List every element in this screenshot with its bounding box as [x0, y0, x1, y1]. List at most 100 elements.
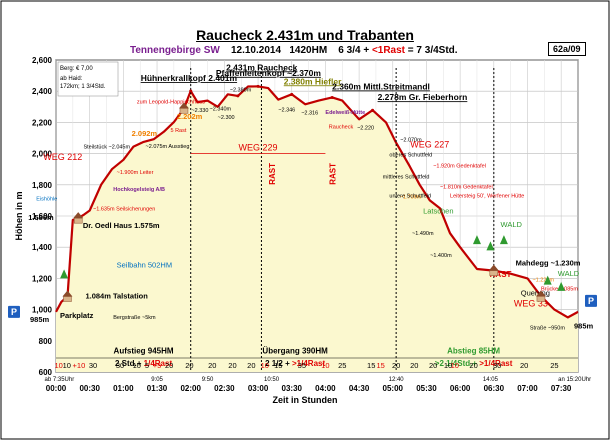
section-title: Aufstieg 945HM — [114, 346, 174, 355]
waypoint-label: 2.092m — [132, 129, 158, 138]
section-detail: 2 Std.+ 1/4Rast — [115, 359, 172, 368]
x-tick-label: 02:00 — [180, 384, 201, 393]
waypoint-label: ~2.075m Ausstieg — [146, 144, 190, 150]
section-detail-b: 1/4Rast — [144, 359, 173, 368]
segment-minutes-label: 10 — [55, 361, 63, 370]
segment-minutes-label: 10 — [444, 361, 452, 370]
summit-label: 2.431m Raucheck — [226, 62, 298, 72]
summit-point — [256, 84, 260, 88]
segment-minutes-label: 20 — [185, 361, 193, 370]
section-detail-b: >1/4Rast — [292, 359, 325, 368]
note-label: ~1.810m Gedenktafel — [440, 185, 493, 191]
x-tick-label: 01:00 — [113, 384, 134, 393]
waypoint-label: ~2.330 — [191, 108, 208, 114]
clock-time-label: ab 7:35Uhr — [45, 377, 75, 383]
segment-minutes-label: 35 — [298, 361, 306, 370]
subtitle-hm: 1420HM — [289, 45, 328, 56]
waypoint-label: Dr. Oedl Haus 1.575m — [83, 221, 160, 230]
subtitle-time-b: <1Rast — [371, 45, 406, 56]
y-tick-label: 2,600 — [32, 56, 53, 65]
waypoint-label: 1.586m — [28, 213, 54, 222]
waypoint-label: ~2.346 — [278, 108, 295, 114]
hut-icon — [488, 264, 499, 271]
segment-minutes-label: 20 — [469, 361, 477, 370]
section-detail-a: 2 1/2 + — [265, 359, 292, 368]
note-label: zum Leopold-Happischhaus — [137, 100, 205, 106]
waypoint-label: ~2.070m — [400, 138, 422, 144]
note-label: WEG 229 — [239, 142, 278, 152]
note-label: Seilbahn 502HM — [117, 260, 172, 269]
section-detail: >2 1/4Std.+ >1/4Rast — [435, 359, 513, 368]
x-tick-label: 01:30 — [147, 384, 168, 393]
summit-point — [330, 95, 334, 99]
tree-icon — [499, 235, 508, 245]
note-label: ~1.900m Leiter — [117, 170, 154, 176]
segment-minutes-label: 30 — [493, 361, 501, 370]
y-tick-label: 1,600 — [32, 212, 53, 221]
x-tick-label: 04:00 — [315, 384, 336, 393]
segment-minutes-label: 10 — [261, 361, 269, 370]
profile-line — [55, 85, 579, 319]
info-box-line3: 172km; 1 3/4Std. — [60, 84, 106, 90]
segment-minutes-label: 10 — [133, 361, 141, 370]
section-detail: 2 1/2 + >1/4Rast — [265, 359, 325, 368]
section-detail-a: 2 Std.+ — [115, 359, 144, 368]
note-label: untere Schuttfeld — [389, 193, 431, 199]
note-label: WEG 33 — [514, 298, 548, 308]
subtitle-time-a: 6 3/4 + — [338, 45, 370, 56]
parking-icon — [585, 294, 597, 307]
parking-icon-letter: P — [11, 307, 17, 317]
start-elevation-label: 985m — [30, 315, 50, 324]
segment-minutes-label: 15 — [367, 361, 375, 370]
waypoint-label: Eishöhle — [36, 196, 57, 202]
x-tick-label: 00:30 — [79, 384, 100, 393]
waypoint-label: 1.084m Talstation — [85, 291, 148, 300]
badge: 62a/09 — [548, 42, 586, 56]
hut-icon — [178, 102, 189, 109]
summit-label: Hühnerkrallkopf 2.401m — [141, 73, 238, 83]
note-label: WEG 212 — [43, 152, 82, 162]
segment-minutes-label: +10 — [73, 361, 86, 370]
waypoint-label: 2.202m — [177, 112, 203, 121]
rast-label: RAST — [329, 163, 338, 185]
x-tick-label: 04:30 — [349, 384, 370, 393]
note-label: WALD — [558, 269, 580, 278]
tree-icon — [557, 281, 566, 291]
segment-minutes-label: 30 — [89, 361, 97, 370]
note-label: 5 Rast — [171, 128, 187, 134]
waypoint-label: ~2.380m — [230, 87, 252, 93]
segment-minutes-label: 15 — [376, 361, 384, 370]
waypoint-label: ~1.220m — [532, 277, 554, 283]
hut-icon-body — [536, 296, 546, 302]
segment-minutes-label: 25 — [338, 361, 346, 370]
hut-icon-body — [73, 217, 83, 224]
note-label: Raucheck — [329, 125, 354, 131]
info-box — [57, 61, 119, 97]
x-axis-label: Zeit in Stunden — [273, 395, 338, 405]
y-tick-label: 800 — [39, 337, 53, 346]
parking-icon — [8, 305, 20, 318]
info-box-line2: ab Haid: — [60, 76, 83, 82]
clock-time-label: 9:05 — [151, 377, 163, 383]
note-label: Edelweiß-Hütte — [325, 110, 365, 116]
segment-minutes-label: 5 — [145, 361, 149, 370]
summit-label: 2.278m Gr. Fieberhorn — [378, 92, 468, 102]
segment-minutes-label: 20 — [247, 361, 255, 370]
x-tick-label: 03:30 — [282, 384, 303, 393]
summit-label: Pfaffenleitenkopf ~2.370m — [216, 68, 322, 78]
waypoint-label: Parkplatz — [60, 311, 94, 320]
section-title: Abstieg 85HM — [447, 346, 500, 355]
section-title: Übergang 390HM — [262, 346, 328, 355]
note-label: ~1.920m Gedenktafel — [433, 164, 486, 170]
clock-time-label: 14:05 — [483, 377, 499, 383]
segment-minutes-label: 20 — [520, 361, 528, 370]
y-tick-label: 1,800 — [32, 181, 53, 190]
note-label: oberes Schuttfeld — [389, 153, 432, 159]
profile-area — [56, 86, 578, 373]
summit-point — [371, 108, 375, 112]
summit-point — [290, 92, 294, 96]
hut-icon — [73, 212, 84, 219]
rast-label: RAST — [268, 163, 277, 185]
